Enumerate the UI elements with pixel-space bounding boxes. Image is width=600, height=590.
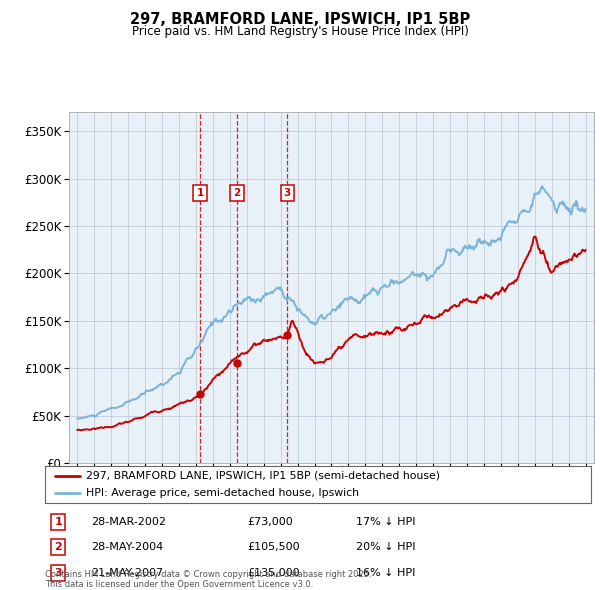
Text: 21-MAY-2007: 21-MAY-2007 [91,568,164,578]
Text: 1: 1 [196,188,204,198]
Text: HPI: Average price, semi-detached house, Ipswich: HPI: Average price, semi-detached house,… [86,488,359,498]
Text: 2: 2 [54,542,62,552]
Text: 1: 1 [54,517,62,527]
Text: 3: 3 [284,188,291,198]
Text: 28-MAY-2004: 28-MAY-2004 [91,542,164,552]
Text: 297, BRAMFORD LANE, IPSWICH, IP1 5BP (semi-detached house): 297, BRAMFORD LANE, IPSWICH, IP1 5BP (se… [86,471,440,481]
Text: 3: 3 [54,568,62,578]
Text: 2: 2 [233,188,241,198]
Text: Contains HM Land Registry data © Crown copyright and database right 2025.
This d: Contains HM Land Registry data © Crown c… [45,570,371,589]
Text: Price paid vs. HM Land Registry's House Price Index (HPI): Price paid vs. HM Land Registry's House … [131,25,469,38]
Text: 28-MAR-2002: 28-MAR-2002 [91,517,166,527]
Text: 16% ↓ HPI: 16% ↓ HPI [356,568,416,578]
Text: 20% ↓ HPI: 20% ↓ HPI [356,542,416,552]
Text: £135,000: £135,000 [247,568,299,578]
Text: £105,500: £105,500 [247,542,299,552]
Text: £73,000: £73,000 [247,517,293,527]
Text: 297, BRAMFORD LANE, IPSWICH, IP1 5BP: 297, BRAMFORD LANE, IPSWICH, IP1 5BP [130,12,470,27]
Text: 17% ↓ HPI: 17% ↓ HPI [356,517,416,527]
